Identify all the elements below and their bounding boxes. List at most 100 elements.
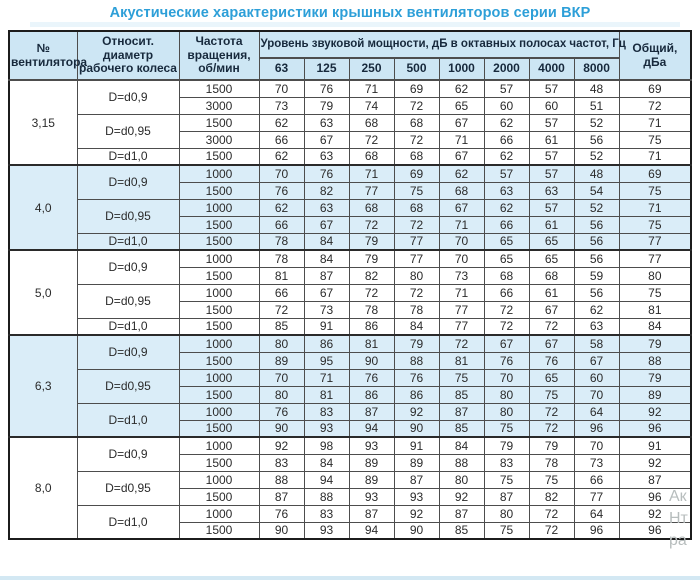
level-cell: 67 <box>303 130 350 149</box>
level-cell: 89 <box>348 470 395 489</box>
level-cell: 91 <box>393 436 440 455</box>
level-cell: 82 <box>528 487 575 506</box>
level-cell: 62 <box>483 113 530 132</box>
level-cell: 54 <box>573 181 620 200</box>
level-cell: 79 <box>303 96 350 115</box>
level-cell: 62 <box>438 79 485 98</box>
rpm-cell: 1500 <box>178 147 260 166</box>
level-cell: 80 <box>393 266 440 285</box>
diameter-cell: D=d0,95 <box>76 283 180 319</box>
level-cell: 72 <box>393 215 440 234</box>
level-cell: 70 <box>438 249 485 268</box>
diameter-cell: D=d0,95 <box>76 198 180 234</box>
level-cell: 87 <box>438 504 485 523</box>
rpm-cell: 1500 <box>178 266 260 285</box>
rpm-cell: 1500 <box>178 419 260 438</box>
level-cell: 94 <box>348 521 395 540</box>
level-cell: 76 <box>258 504 305 523</box>
level-cell: 68 <box>483 266 530 285</box>
level-cell: 63 <box>573 317 620 336</box>
level-cell: 83 <box>258 453 305 472</box>
level-cell: 64 <box>573 504 620 523</box>
level-cell: 62 <box>438 164 485 183</box>
level-cell: 87 <box>348 504 395 523</box>
table-row: D=d0,95 1000 66 67 72 72 71 66 61 56 75 <box>9 283 692 319</box>
level-cell: 68 <box>393 113 440 132</box>
level-cell: 76 <box>303 164 350 183</box>
level-cell: 98 <box>303 436 350 455</box>
level-cell: 68 <box>348 147 395 166</box>
table-row: 3000 66 67 72 72 71 66 61 56 75 <box>9 130 692 149</box>
level-cell: 66 <box>258 283 305 302</box>
level-cell: 80 <box>483 504 530 523</box>
total-cell: 71 <box>618 147 692 166</box>
level-cell: 71 <box>348 164 395 183</box>
level-cell: 79 <box>528 436 575 455</box>
diameter-cell: D=d0,95 <box>76 113 180 149</box>
level-cell: 68 <box>438 181 485 200</box>
level-cell: 92 <box>258 436 305 455</box>
level-cell: 94 <box>348 419 395 438</box>
level-cell: 92 <box>438 487 485 506</box>
level-cell: 62 <box>573 300 620 319</box>
level-cell: 72 <box>528 402 575 421</box>
level-cell: 64 <box>573 402 620 421</box>
level-cell: 72 <box>258 300 305 319</box>
rpm-cell: 1500 <box>178 453 260 472</box>
level-cell: 80 <box>483 402 530 421</box>
table-row: 1500 89 95 90 88 81 76 76 67 88 <box>9 351 692 370</box>
header-frequency-1000: 1000 <box>438 57 485 81</box>
level-cell: 93 <box>393 487 440 506</box>
level-cell: 56 <box>573 232 620 251</box>
level-cell: 75 <box>483 521 530 540</box>
total-cell: 84 <box>618 317 692 336</box>
level-cell: 71 <box>438 283 485 302</box>
rpm-cell: 3000 <box>178 130 260 149</box>
level-cell: 59 <box>573 266 620 285</box>
level-cell: 76 <box>348 368 395 387</box>
level-cell: 61 <box>528 283 575 302</box>
level-cell: 93 <box>348 436 395 455</box>
level-cell: 67 <box>483 334 530 353</box>
table-row: D=d0,95 1000 62 63 68 68 67 62 57 52 71 <box>9 198 692 234</box>
level-cell: 57 <box>528 113 575 132</box>
diameter-cell: D=d1,0 <box>76 317 180 336</box>
level-cell: 81 <box>438 351 485 370</box>
diameter-cell: D=d1,0 <box>76 147 180 166</box>
level-cell: 66 <box>483 215 530 234</box>
level-cell: 87 <box>438 402 485 421</box>
level-cell: 62 <box>483 198 530 217</box>
level-cell: 60 <box>573 368 620 387</box>
table-row: 1500 81 87 82 80 73 68 68 59 80 <box>9 266 692 285</box>
level-cell: 93 <box>303 419 350 438</box>
table-row: D=d1,0 1000 76 83 87 92 87 80 72 64 92 <box>9 402 692 438</box>
level-cell: 71 <box>303 368 350 387</box>
diameter-cell: D=d1,0 <box>76 232 180 251</box>
level-cell: 69 <box>393 164 440 183</box>
level-cell: 60 <box>483 96 530 115</box>
level-cell: 56 <box>573 283 620 302</box>
level-cell: 95 <box>303 351 350 370</box>
total-cell: 72 <box>618 96 692 115</box>
level-cell: 69 <box>393 79 440 98</box>
level-cell: 78 <box>258 232 305 251</box>
diameter-cell: D=d0,9 <box>76 79 180 115</box>
level-cell: 93 <box>348 487 395 506</box>
level-cell: 84 <box>438 436 485 455</box>
level-cell: 68 <box>348 113 395 132</box>
level-cell: 96 <box>573 419 620 438</box>
level-cell: 78 <box>348 300 395 319</box>
level-cell: 81 <box>303 385 350 404</box>
rpm-cell: 1000 <box>178 334 260 353</box>
fan-number-cell: 8,0 <box>8 436 78 540</box>
level-cell: 86 <box>393 385 440 404</box>
level-cell: 66 <box>573 470 620 489</box>
level-cell: 76 <box>258 402 305 421</box>
level-cell: 62 <box>483 147 530 166</box>
total-cell: 69 <box>618 164 692 183</box>
level-cell: 85 <box>438 419 485 438</box>
total-cell: 75 <box>618 181 692 200</box>
level-cell: 96 <box>573 521 620 540</box>
watermark-line: Ак <box>669 488 687 505</box>
level-cell: 68 <box>393 198 440 217</box>
